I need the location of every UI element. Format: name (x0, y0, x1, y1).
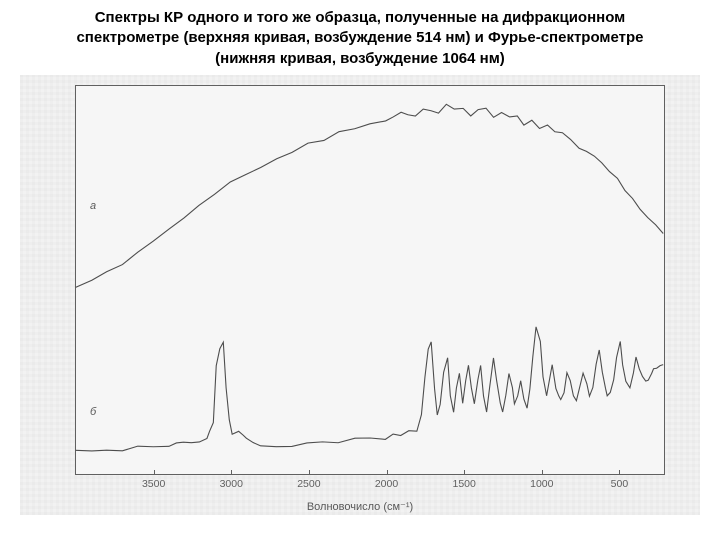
title-line-2: спектрометре (верхняя кривая, возбуждени… (76, 29, 643, 46)
plot-area: а б 350030002500200015001000500 (75, 85, 665, 475)
title-line-1: Спектры КР одного и того же образца, пол… (95, 9, 626, 26)
x-tick-mark (154, 470, 155, 475)
chart-svg (76, 86, 664, 474)
x-tick-label: 3500 (142, 478, 165, 490)
x-tick-mark (309, 470, 310, 475)
x-tick-label: 1000 (530, 478, 553, 490)
series-upper (76, 104, 664, 287)
x-tick-label: 500 (611, 478, 629, 490)
series-lower (76, 327, 664, 451)
x-tick-mark (542, 470, 543, 475)
x-tick-label: 3000 (220, 478, 243, 490)
x-tick-mark (387, 470, 388, 475)
curve-label-lower: б (90, 406, 96, 418)
x-tick-mark (464, 470, 465, 475)
chart-figure: Интенсивность КР (произвольные единицы) … (20, 75, 700, 515)
x-tick-mark (619, 470, 620, 475)
title-line-3: (нижняя кривая, возбуждение 1064 нм) (215, 50, 505, 67)
curve-label-upper: а (90, 200, 96, 212)
x-tick-label: 2000 (375, 478, 398, 490)
x-tick-label: 1500 (452, 478, 475, 490)
x-tick-label: 2500 (297, 478, 320, 490)
x-axis-label: Волновочисло (см⁻¹) (307, 500, 413, 513)
page-root: Спектры КР одного и того же образца, пол… (0, 0, 720, 540)
page-title: Спектры КР одного и того же образца, пол… (10, 8, 710, 69)
x-tick-mark (231, 470, 232, 475)
